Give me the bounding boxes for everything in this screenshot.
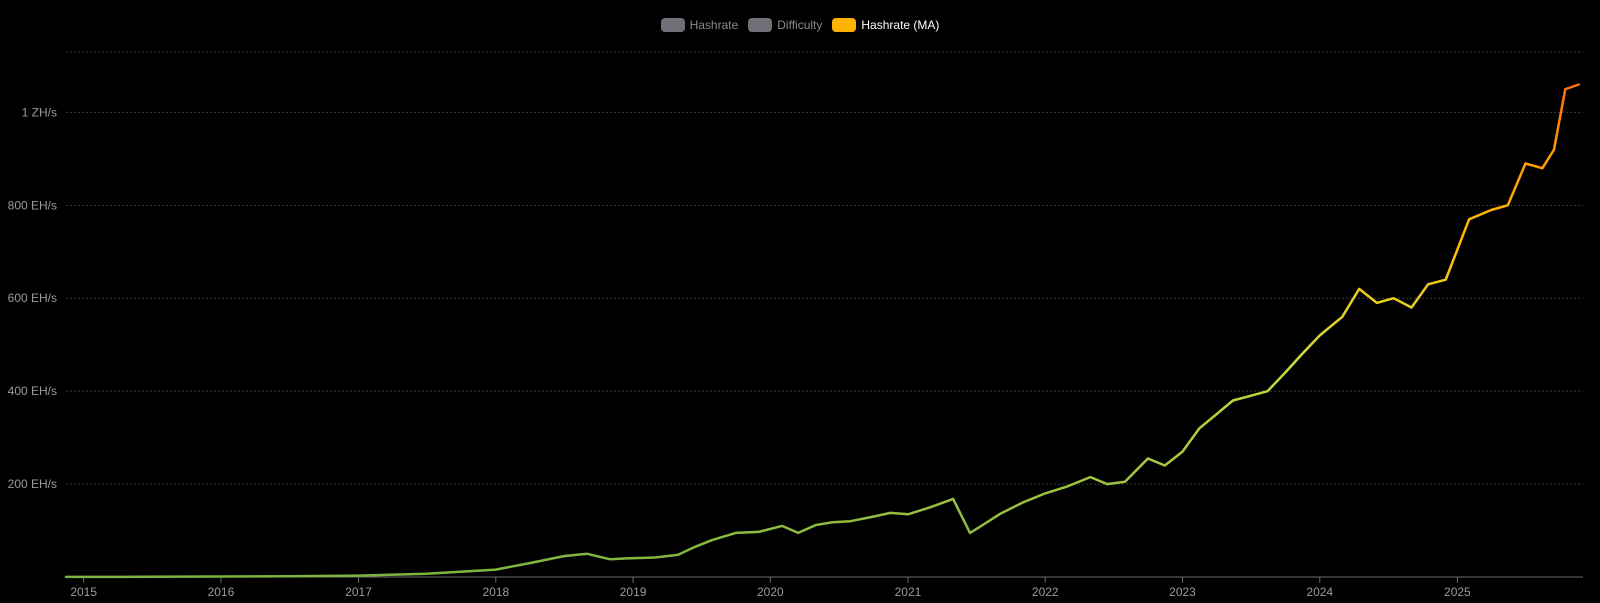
y-tick-label: 400 EH/s xyxy=(8,384,57,398)
legend-label-difficulty: Difficulty xyxy=(777,18,823,32)
legend-label-hashrate: Hashrate xyxy=(689,18,739,32)
x-tick-label: 2018 xyxy=(482,585,509,599)
x-tick-label: 2025 xyxy=(1444,585,1471,599)
x-tick-label: 2023 xyxy=(1169,585,1196,599)
grid-lines xyxy=(66,51,1583,485)
legend: Hashrate Difficulty Hashrate (MA) xyxy=(0,14,1600,36)
x-tick-label: 2016 xyxy=(208,585,235,599)
series-line-hashrate-ma[interactable] xyxy=(64,83,1581,579)
y-tick-label: 200 EH/s xyxy=(8,477,57,491)
legend-item-hashrate-ma[interactable]: Hashrate (MA) xyxy=(832,18,939,32)
x-tick-label: 2017 xyxy=(345,585,372,599)
x-tick-label: 2020 xyxy=(757,585,784,599)
y-axis: 200 EH/s 400 EH/s 600 EH/s 800 EH/s 1 ZH/s xyxy=(8,105,57,491)
legend-swatch-hashrate-ma xyxy=(832,18,857,32)
x-tick-label: 2019 xyxy=(620,585,647,599)
legend-label-hashrate-ma: Hashrate (MA) xyxy=(861,18,940,32)
legend-item-hashrate[interactable]: Hashrate xyxy=(660,18,739,32)
x-axis: 2015 2016 2017 2018 2019 2020 2021 2022 2023 2024… xyxy=(66,576,1583,599)
y-tick-label: 600 EH/s xyxy=(8,291,57,305)
legend-item-difficulty[interactable]: Difficulty xyxy=(748,18,822,32)
series-layer xyxy=(64,83,1581,579)
legend-swatch-difficulty xyxy=(748,18,773,32)
x-tick-label: 2021 xyxy=(895,585,922,599)
x-tick-label: 2022 xyxy=(1032,585,1059,599)
y-tick-label: 1 ZH/s xyxy=(22,105,57,119)
legend-swatch-hashrate xyxy=(660,18,685,32)
y-tick-label: 800 EH/s xyxy=(8,198,57,212)
x-tick-label: 2024 xyxy=(1306,585,1333,599)
x-tick-label: 2015 xyxy=(70,585,97,599)
